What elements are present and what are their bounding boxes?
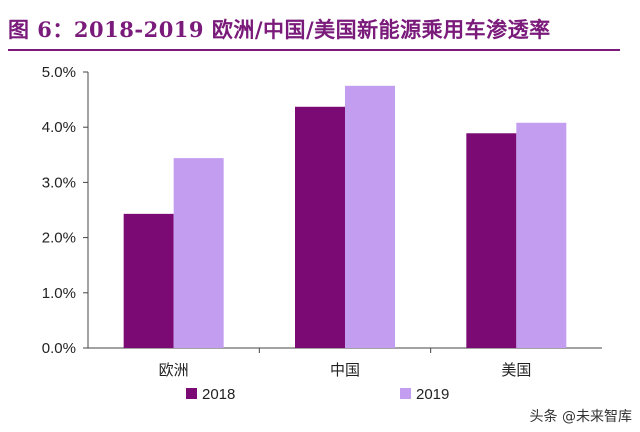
title-divider — [8, 49, 620, 51]
bar-2019-0 — [173, 158, 224, 348]
chart-legend: 2018 2019 — [186, 386, 449, 403]
x-category-label: 中国 — [330, 361, 360, 379]
y-tick-label: 1.0% — [42, 285, 76, 302]
legend-swatch-2018 — [186, 388, 197, 399]
y-tick-label: 4.0% — [42, 119, 76, 136]
y-tick-label: 3.0% — [42, 174, 76, 191]
bar-2019-2 — [516, 122, 567, 348]
chart-title: 图 6：2018-2019 欧洲/中国/美国新能源乘用车渗透率 — [8, 17, 551, 42]
x-category-label: 美国 — [501, 361, 531, 379]
watermark: 头条 @未来智库 — [530, 406, 632, 426]
legend-label-2019: 2019 — [416, 386, 449, 403]
bar-2019-1 — [345, 85, 395, 349]
chart-labels: 0.0% 1.0% 2.0% 3.0% 4.0% 5.0% 欧洲 中国 美国 — [42, 64, 532, 379]
y-tick-label: 0.0% — [42, 340, 76, 357]
legend-swatch-2019 — [400, 388, 411, 399]
x-category-label: 欧洲 — [159, 361, 189, 379]
bar-2018-0 — [123, 213, 174, 348]
bar-2018-2 — [466, 133, 517, 348]
bar-2018-1 — [295, 106, 345, 348]
chart-bars — [123, 85, 567, 349]
y-tick-label: 5.0% — [42, 64, 76, 81]
y-tick-label: 2.0% — [42, 230, 76, 247]
legend-label-2018: 2018 — [202, 386, 235, 403]
watermark-text: 头条 @未来智库 — [529, 409, 632, 425]
